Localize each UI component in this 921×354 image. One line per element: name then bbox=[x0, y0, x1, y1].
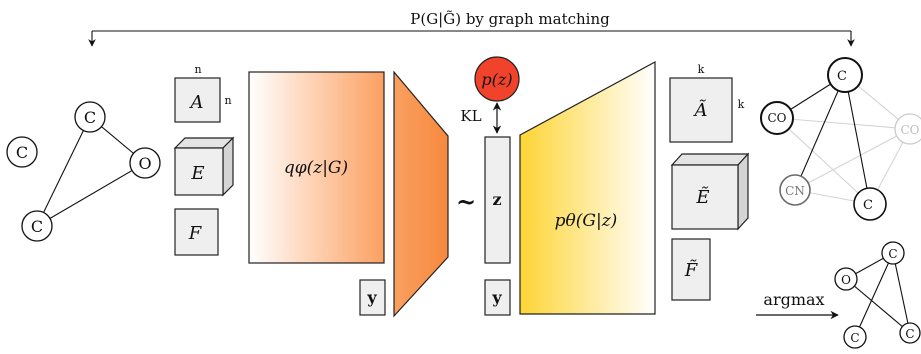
prob-node-co-faint bbox=[894, 113, 921, 145]
input-node-c3-label: C bbox=[31, 217, 43, 236]
latent-z-label: z bbox=[492, 190, 501, 209]
a-tilde-dim-top: k bbox=[698, 63, 705, 76]
input-node-c2 bbox=[6, 136, 38, 168]
output-node-c-left-label: C bbox=[850, 331, 859, 345]
adjacency-tilde-a bbox=[669, 77, 733, 143]
encoder-condition-y bbox=[359, 279, 386, 316]
output-node-c-left bbox=[843, 325, 867, 349]
input-node-c3 bbox=[21, 210, 53, 242]
input-node-o bbox=[129, 147, 161, 179]
prob-node-c-top-label: C bbox=[837, 69, 847, 84]
graph-matching-label: P(G|G̃) by graph matching bbox=[410, 10, 610, 28]
prob-node-cn bbox=[779, 174, 811, 206]
decoder-label: pθ(G|z) bbox=[555, 211, 618, 231]
input-tensors: n A n E F bbox=[173, 63, 235, 256]
output-tensors: k Ã k Ẽ F̃ bbox=[669, 63, 750, 301]
latent-condition-label: y bbox=[491, 288, 502, 307]
input-graph: C C O C bbox=[6, 101, 161, 242]
e-label: E bbox=[190, 163, 204, 184]
prior-label: p(z) bbox=[481, 70, 512, 89]
encoder: qφ(z|G) y bbox=[248, 70, 449, 318]
a-dim-top: n bbox=[194, 63, 201, 76]
probabilistic-graph: C CO CO CN C bbox=[760, 57, 921, 221]
sample-symbol: ~ bbox=[456, 187, 476, 216]
prob-node-co bbox=[760, 101, 794, 135]
node-feature-f bbox=[174, 208, 219, 256]
output-node-c-right-label: C bbox=[905, 327, 914, 341]
adjacency-matrix-a bbox=[174, 77, 221, 123]
output-graph: C O C C bbox=[834, 241, 921, 349]
encoder-label: qφ(z|G) bbox=[284, 158, 348, 178]
prior-circle bbox=[474, 56, 520, 102]
graph-matching-arrow: P(G|G̃) by graph matching bbox=[88, 10, 855, 47]
output-node-c-right bbox=[899, 322, 921, 344]
e-tilde-label: Ẽ bbox=[695, 186, 709, 208]
input-node-c1-label: C bbox=[84, 108, 96, 127]
output-node-c-top bbox=[881, 241, 905, 265]
a-tilde-label: Ã bbox=[693, 99, 708, 121]
latent: ~ z y p(z) KL bbox=[456, 56, 520, 316]
f-label: F bbox=[188, 223, 203, 244]
prob-node-c-top bbox=[827, 57, 863, 93]
prob-node-co-faint-label: CO bbox=[900, 123, 919, 137]
argmax-arrow: argmax bbox=[756, 290, 839, 320]
latent-condition-y bbox=[484, 279, 511, 316]
encoder-trapezoid bbox=[393, 70, 449, 318]
input-node-c1 bbox=[74, 101, 106, 133]
encoder-block bbox=[248, 71, 385, 264]
argmax-label: argmax bbox=[763, 290, 824, 309]
edge-tensor-e-tilde bbox=[670, 152, 750, 231]
a-dim-side: n bbox=[224, 94, 231, 107]
prob-node-c-bottom-label: C bbox=[863, 198, 873, 213]
kl-label: KL bbox=[460, 107, 481, 125]
node-feature-f-tilde bbox=[671, 238, 711, 301]
prob-node-cn-label: CN bbox=[785, 184, 805, 198]
latent-z-box bbox=[484, 136, 511, 264]
a-label: A bbox=[189, 92, 204, 113]
output-node-o-label: O bbox=[841, 273, 851, 287]
decoder: pθ(G|z) bbox=[519, 60, 656, 315]
output-node-o bbox=[834, 267, 858, 291]
output-node-c-top-label: C bbox=[888, 247, 897, 261]
prob-node-c-bottom bbox=[853, 187, 887, 221]
a-tilde-dim-side: k bbox=[738, 98, 745, 111]
input-node-c2-label: C bbox=[16, 143, 28, 162]
input-node-o-label: O bbox=[138, 154, 151, 173]
prob-node-co-label: CO bbox=[767, 111, 786, 125]
edge-tensor-e bbox=[173, 136, 235, 197]
decoder-block bbox=[519, 60, 656, 315]
f-tilde-label: F̃ bbox=[684, 259, 699, 281]
encoder-condition-label: y bbox=[366, 288, 377, 307]
